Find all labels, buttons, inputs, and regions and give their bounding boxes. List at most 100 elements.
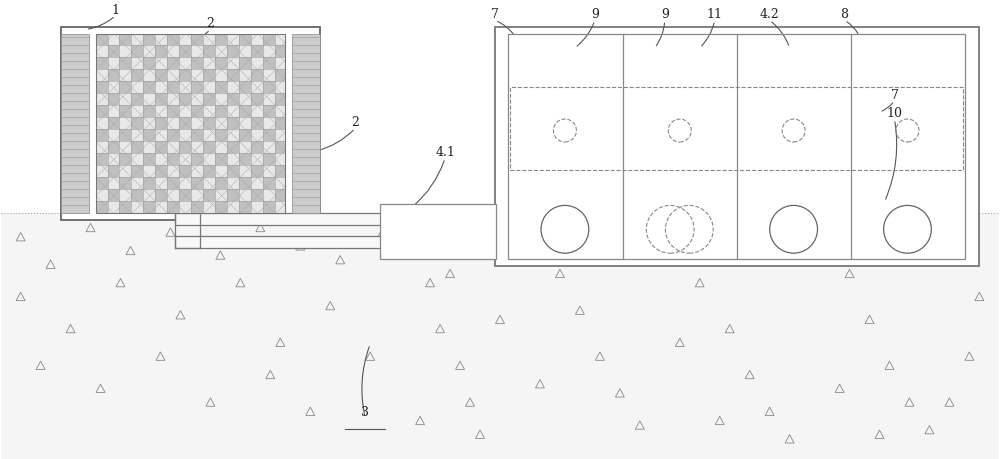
Bar — [263, 178, 275, 190]
Bar — [203, 130, 215, 142]
Bar — [167, 154, 179, 166]
Bar — [119, 166, 131, 178]
Text: 10: 10 — [886, 107, 902, 120]
Bar — [215, 35, 227, 46]
Bar — [179, 154, 191, 166]
Bar — [191, 178, 203, 190]
Bar — [131, 118, 143, 130]
Bar — [167, 46, 179, 58]
Bar — [131, 142, 143, 154]
Bar — [108, 46, 119, 58]
Bar — [143, 35, 155, 46]
Bar — [143, 166, 155, 178]
Bar — [227, 130, 239, 142]
Bar — [131, 130, 143, 142]
Bar — [215, 94, 227, 106]
Bar — [191, 154, 203, 166]
Bar — [203, 35, 215, 46]
Bar — [203, 118, 215, 130]
Text: 4: 4 — [445, 245, 452, 255]
Bar — [167, 94, 179, 106]
Text: 3: 3 — [361, 405, 369, 418]
Bar — [96, 94, 108, 106]
Bar — [239, 70, 251, 82]
Text: 7: 7 — [891, 89, 898, 101]
Bar — [263, 154, 275, 166]
Bar — [275, 118, 285, 130]
Bar — [108, 130, 119, 142]
Bar — [131, 106, 143, 118]
Bar — [167, 106, 179, 118]
Bar — [96, 154, 108, 166]
Bar — [191, 46, 203, 58]
Bar — [155, 82, 167, 94]
Bar — [143, 154, 155, 166]
Bar — [191, 142, 203, 154]
Bar — [143, 94, 155, 106]
Bar — [108, 35, 119, 46]
Bar — [119, 142, 131, 154]
Bar — [215, 82, 227, 94]
Bar — [155, 118, 167, 130]
Bar — [119, 190, 131, 202]
Bar — [251, 154, 263, 166]
Bar — [108, 106, 119, 118]
Bar — [179, 166, 191, 178]
Bar — [143, 106, 155, 118]
Text: 4.2: 4.2 — [760, 8, 780, 21]
Bar — [155, 58, 167, 70]
Bar — [227, 46, 239, 58]
Bar — [119, 130, 131, 142]
Bar — [143, 142, 155, 154]
Bar — [263, 166, 275, 178]
Bar — [510, 88, 963, 170]
Bar — [203, 58, 215, 70]
Bar — [167, 142, 179, 154]
Bar — [96, 106, 108, 118]
Bar — [239, 46, 251, 58]
Bar — [203, 94, 215, 106]
Bar — [155, 202, 167, 214]
Bar — [167, 178, 179, 190]
Bar — [263, 70, 275, 82]
Bar — [167, 190, 179, 202]
Bar — [179, 46, 191, 58]
Bar — [96, 202, 108, 214]
Bar — [155, 46, 167, 58]
Bar — [108, 190, 119, 202]
Bar — [119, 178, 131, 190]
Bar — [215, 130, 227, 142]
Bar — [143, 202, 155, 214]
Bar — [143, 118, 155, 130]
Bar — [191, 82, 203, 94]
Bar — [155, 70, 167, 82]
Bar — [175, 214, 495, 225]
Bar — [119, 106, 131, 118]
Bar — [227, 58, 239, 70]
Bar — [191, 166, 203, 178]
Bar — [215, 154, 227, 166]
Bar — [108, 58, 119, 70]
Bar — [119, 202, 131, 214]
Bar — [275, 94, 285, 106]
Bar — [143, 178, 155, 190]
Bar — [191, 70, 203, 82]
Bar — [275, 35, 285, 46]
Bar — [203, 106, 215, 118]
Bar — [96, 142, 108, 154]
Bar — [263, 130, 275, 142]
Bar — [179, 35, 191, 46]
Bar — [508, 35, 965, 260]
Bar — [203, 154, 215, 166]
Bar — [215, 190, 227, 202]
Bar — [275, 154, 285, 166]
Bar — [227, 154, 239, 166]
Bar — [215, 58, 227, 70]
Bar — [108, 142, 119, 154]
Bar — [203, 82, 215, 94]
Bar — [251, 166, 263, 178]
Bar — [251, 58, 263, 70]
Bar — [108, 154, 119, 166]
Bar — [215, 142, 227, 154]
Bar — [179, 118, 191, 130]
